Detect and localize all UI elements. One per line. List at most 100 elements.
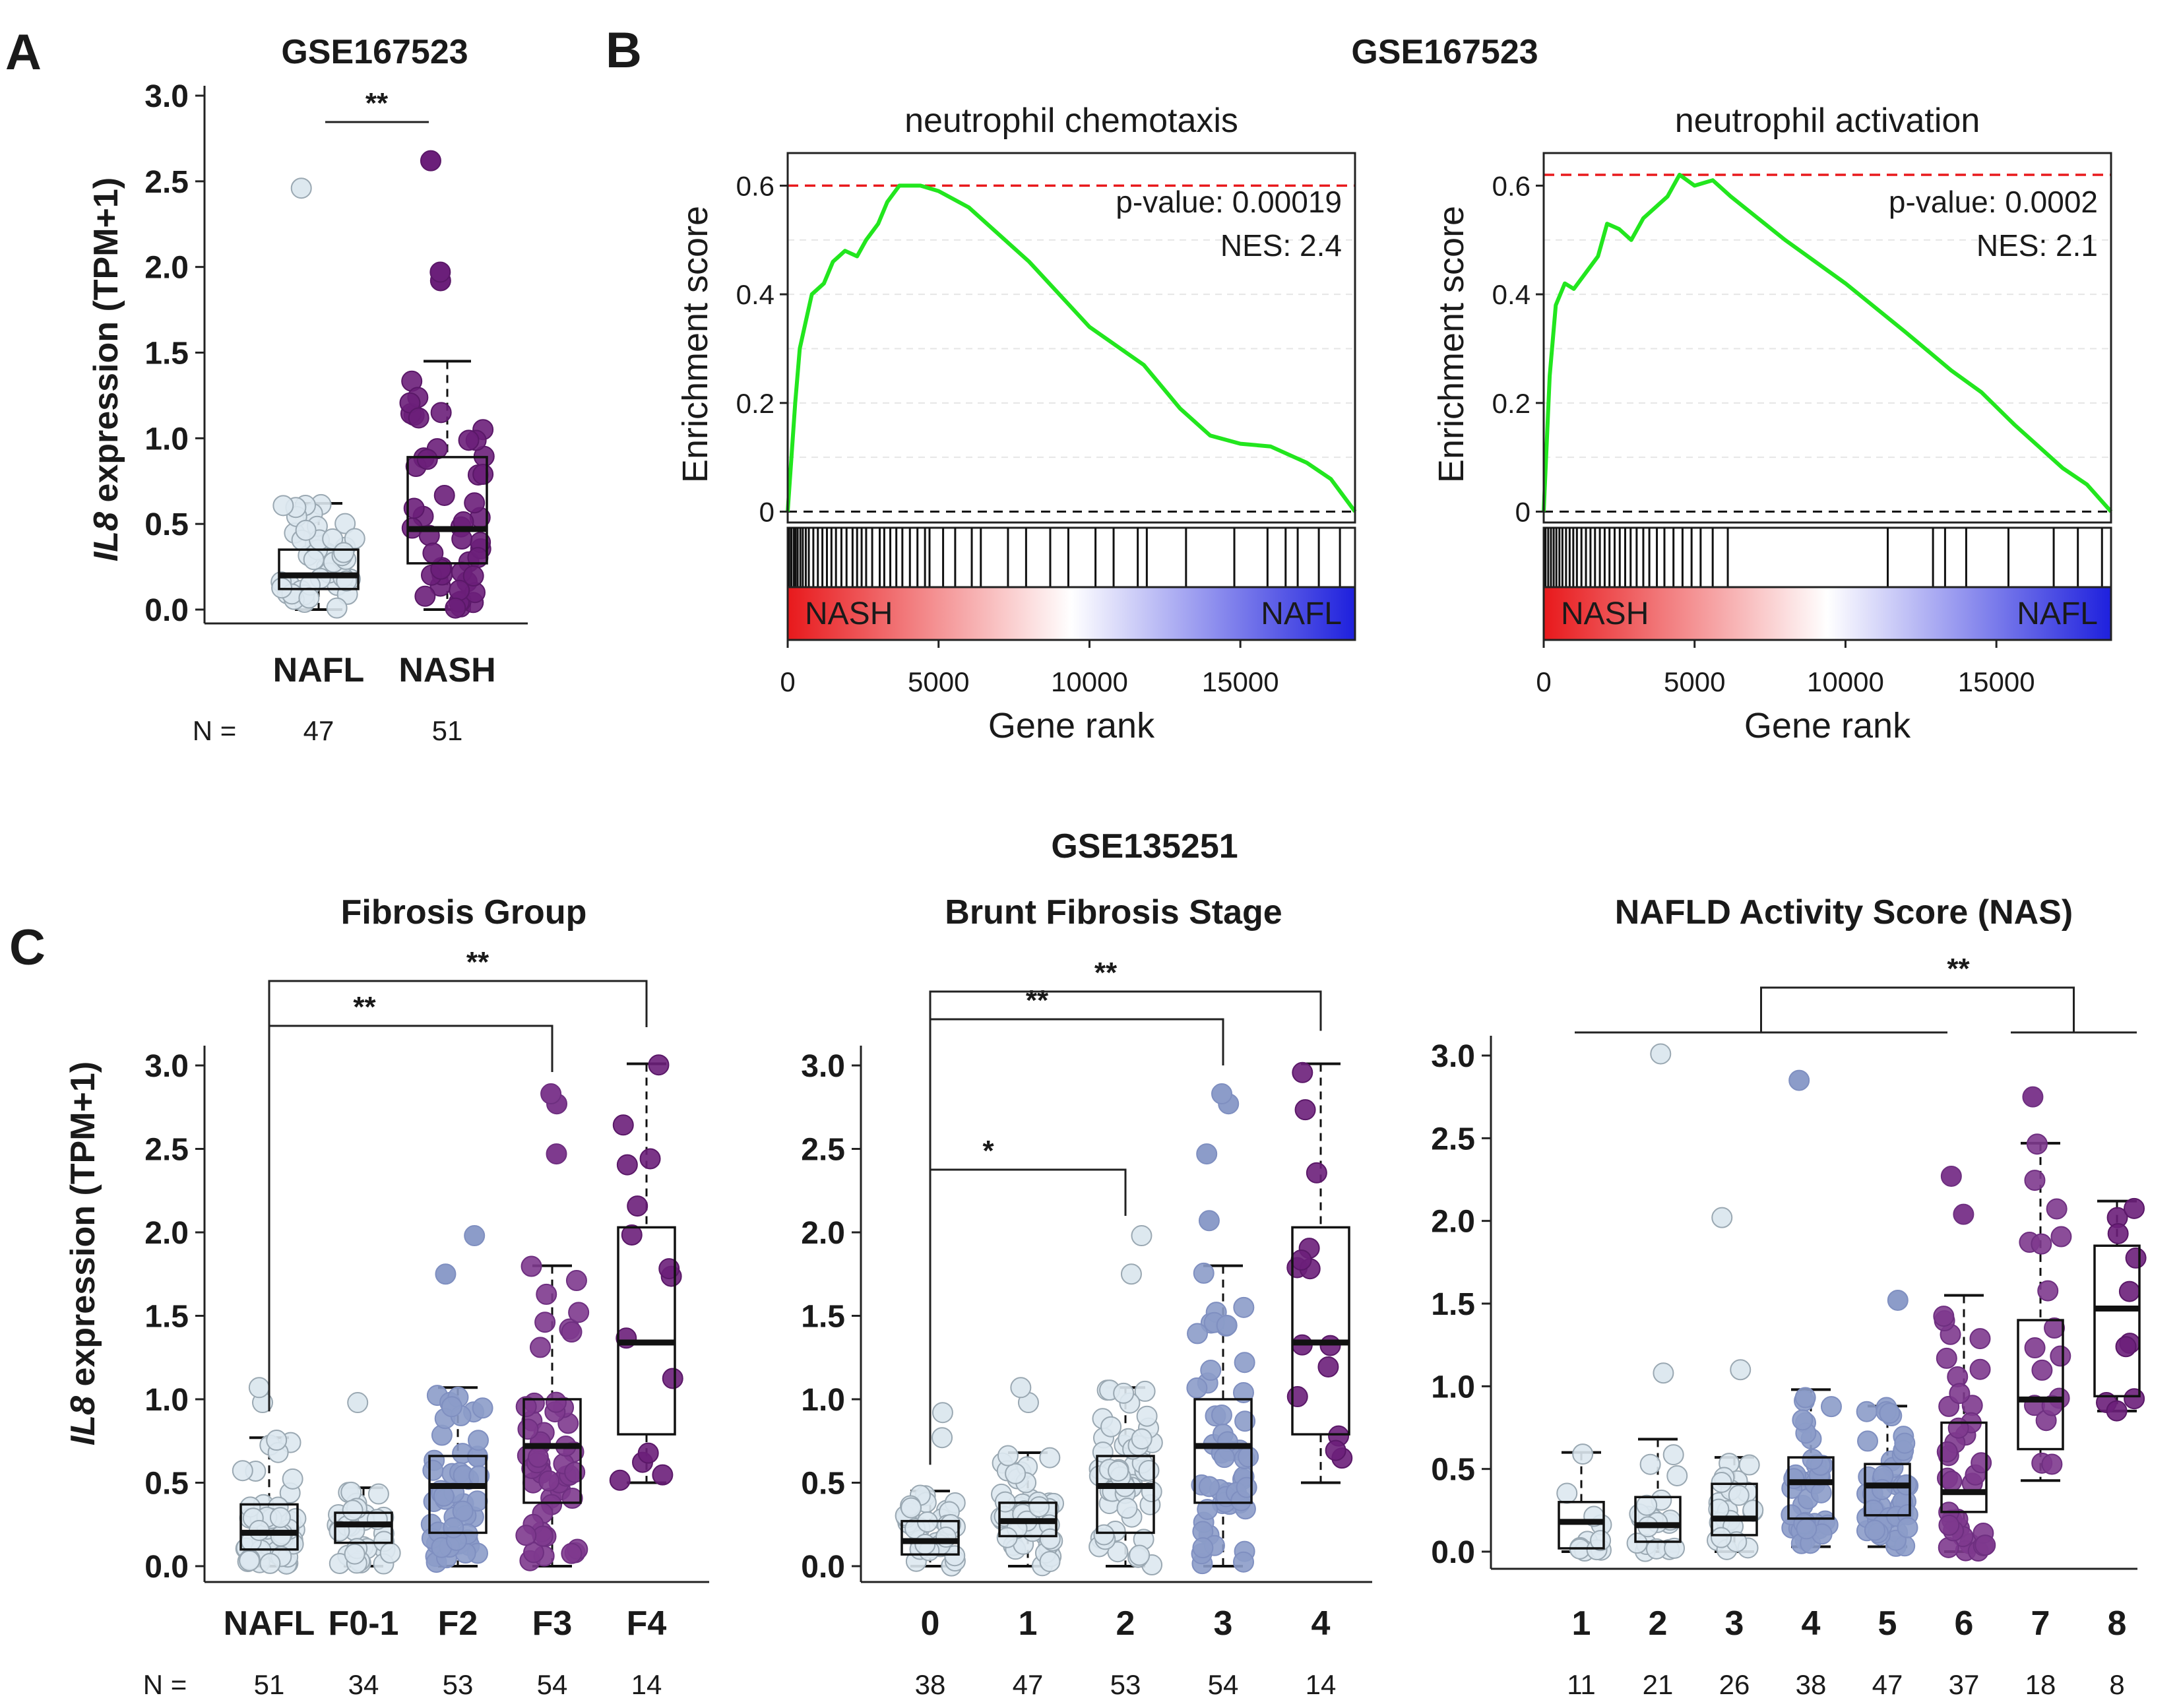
panel-c-plot2-data-point <box>1129 1544 1151 1566</box>
panel-c-plot2-data-point <box>997 1445 1019 1467</box>
panel-c-plot1-data-point <box>270 1525 292 1547</box>
panel-b-plot2-hits-frame <box>1542 526 2112 588</box>
panel-c-plot1-data-point <box>561 1321 583 1343</box>
panel-c-plot3-box <box>1711 1482 1758 1536</box>
panel-a-data-point <box>422 542 444 564</box>
panel-c-plot1-box <box>239 1503 299 1551</box>
panel-b-plot2-pvalue: p-value: 0.0002 <box>1889 185 2098 219</box>
panel-c-plot1-category-label: F0-1 <box>329 1604 399 1643</box>
panel-c-plot3-data-point <box>1969 1358 1991 1380</box>
panel-b-plot2: neutrophil activation 0 0.2 0.4 0.6 Enrichmen… <box>1432 102 2113 745</box>
panel-c-plot3-n-value: 18 <box>2025 1669 2056 1700</box>
panel-c-plot1-data-point <box>521 1255 542 1277</box>
panel-c-plot1-data-point <box>609 1469 631 1491</box>
panel-c-plot1-data-point <box>259 1552 281 1574</box>
panel-a-y-tick-label: 2.5 <box>144 165 189 200</box>
panel-c-plot2-category-label: 1 <box>1019 1604 1038 1643</box>
panel-c-plot3-outlier-point <box>1887 1289 1909 1311</box>
panel-b-plot2-heat-right-label: NAFL <box>2017 596 2098 631</box>
panel-c-plot3-data-point <box>2037 1280 2059 1302</box>
panel-c-plot1: Fibrosis Group 0.0 0.5 1.0 1.5 2.0 2.5 3.0 NAFL 5… <box>144 893 709 1700</box>
panel-c-plot1-data-point <box>538 1470 560 1492</box>
panel-a-outlier-point <box>290 177 312 199</box>
panel-b-plot1-x-tick-label: 5000 <box>908 666 969 697</box>
panel-c-plot2-y-tick-label: 3.0 <box>801 1049 845 1084</box>
panel-c-plot1-data-point <box>468 1430 489 1451</box>
panel-c-plot3-category-label: 2 <box>1649 1604 1668 1643</box>
panel-c-plot1-n-value: 51 <box>254 1669 285 1700</box>
panel-c-plot3-data-point <box>1933 1306 1955 1327</box>
panel-c-plot3-data-point <box>2125 1247 2147 1269</box>
panel-a-data-point <box>303 549 325 571</box>
panel-c-plot2-data-point <box>1234 1410 1256 1432</box>
panel-c-boxplots: GSE135251 IL8 expression (TPM+1) N = Fib… <box>64 827 2147 1700</box>
panel-c-plot3-data-point <box>2118 1281 2140 1302</box>
panel-c-plot2-y-tick-label: 0.0 <box>801 1550 845 1585</box>
panel-c-plot2-data-point <box>1197 1498 1218 1520</box>
panel-c-plot1-data-point <box>662 1368 683 1389</box>
panel-c-plot2-y-tick-label: 1.5 <box>801 1300 845 1335</box>
panel-b-plot1-hits-frame <box>786 526 1356 588</box>
panel-c-plot1-y-tick-label: 1.5 <box>144 1300 189 1335</box>
panel-c-plot3-data-point <box>1664 1537 1686 1559</box>
panel-c-plot3-n-value: 21 <box>1643 1669 1674 1700</box>
panel-b-plot1-y-tick-label: 0.4 <box>736 279 774 310</box>
panel-c-plot3-n-value: 38 <box>1796 1669 1827 1700</box>
panel-c-plot2-data-point <box>1039 1551 1061 1573</box>
panel-letter-a: A <box>5 24 42 80</box>
panel-b-plot1-y-axis-label: Enrichment score <box>676 206 715 483</box>
panel-c-plot1-comparison-bracket <box>268 980 648 1412</box>
panel-c-plot3-n-value: 37 <box>1949 1669 1980 1700</box>
panel-c-plot3-data-point <box>2124 1197 2145 1219</box>
panel-c-plot2-data-point <box>1028 1496 1050 1517</box>
panel-c-plot2-comparison-bracket <box>929 1018 1224 1465</box>
panel-c-plot2-n-value: 14 <box>1306 1669 1337 1700</box>
panel-c-plot2-box <box>1096 1455 1155 1534</box>
panel-b-plot2-y-tick-label: 0.2 <box>1492 388 1531 419</box>
panel-c-plot3-y-tick-label: 0.5 <box>1431 1453 1475 1488</box>
panel-c-plot2-data-point <box>1234 1352 1255 1374</box>
panel-c-plot2: Brunt Fibrosis Stage 0.0 0.5 1.0 1.5 2.0 2.5 3.… <box>801 893 1372 1700</box>
panel-c-plot2-n-value: 54 <box>1208 1669 1239 1700</box>
panel-c-plot3-category-label: 1 <box>1572 1604 1591 1643</box>
panel-a-y-tick-label: 0.5 <box>144 507 189 542</box>
panel-c-plot3-data-point <box>1572 1443 1594 1465</box>
panel-a-y-tick-label: 3.0 <box>144 79 189 114</box>
panel-b-plot1-enrichment-curve <box>786 183 1357 513</box>
panel-a-boxplot: GSE167523 IL8 expression (TPM+1) N = 0.0… <box>87 33 528 746</box>
panel-c-plot3-category-label: 6 <box>1955 1604 1974 1643</box>
panel-c-plot2-data-point <box>1113 1382 1135 1404</box>
panel-a-data-point <box>334 513 356 534</box>
panel-c-plot1-box <box>334 1511 393 1544</box>
panel-c-plot3-data-point <box>1711 1471 1732 1493</box>
panel-a-data-point <box>430 402 452 424</box>
panel-c-plot1-category-label: NAFL <box>224 1604 315 1643</box>
panel-b-plot2-enrichment-curve <box>1542 172 2113 513</box>
panel-b-plot2-y-axis-label: Enrichment score <box>1432 206 1471 483</box>
panel-c-plot2-data-point <box>1108 1460 1129 1482</box>
panel-c-plot3-data-point <box>1711 1527 1732 1548</box>
panel-c-plot3-y-tick-label: 2.5 <box>1431 1122 1475 1156</box>
panel-c-ylabel: IL8 expression (TPM+1) <box>64 1061 102 1445</box>
panel-a-significance-label: ** <box>365 87 389 119</box>
panel-c-ylabel-rest: expression (TPM+1) <box>64 1061 102 1396</box>
panel-b-plot2-nes: NES: 2.1 <box>1976 228 2098 263</box>
panel-c-plot3-data-point <box>1796 1518 1817 1540</box>
panel-c-plot3-outlier-point <box>1953 1203 1974 1225</box>
panel-c-plot2-category-label: 2 <box>1116 1604 1135 1643</box>
panel-c-plot3-significance-label: ** <box>1947 953 1970 985</box>
panel-c-plot3-data-point <box>1941 1471 1963 1492</box>
panel-c-plot3-n-value: 26 <box>1719 1669 1750 1700</box>
panel-c-plot1-box <box>428 1455 488 1534</box>
panel-c-plot3-box <box>1940 1421 1988 1513</box>
panel-c-plot3-title: NAFLD Activity Score (NAS) <box>1615 893 2073 932</box>
panel-b-plot2-rank-heatbar <box>1542 586 2112 641</box>
panel-c-plot1-data-point <box>652 1464 674 1486</box>
panel-b-plot2-heat-left-label: NASH <box>1561 596 1649 631</box>
panel-b-plot1: neutrophil chemotaxis 0 0.2 0.4 0.6 Enrichmen… <box>676 102 1357 745</box>
panel-c-plot2-box <box>1291 1226 1350 1436</box>
panel-c-plot1-data-point <box>616 1154 638 1176</box>
panel-c-plot3-outlier-point <box>1788 1069 1810 1091</box>
panel-c-plot2-outlier-point <box>1131 1225 1153 1247</box>
